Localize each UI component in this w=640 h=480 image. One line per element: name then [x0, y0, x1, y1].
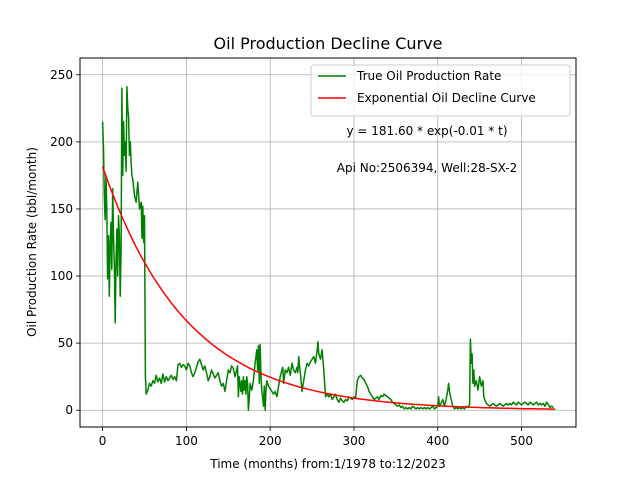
series-line-exponential-oil-decline-curve: [101, 166, 556, 410]
x-tick-label: 200: [259, 434, 282, 448]
x-tick-label: 0: [99, 434, 107, 448]
y-tick-label: 0: [65, 403, 73, 417]
equation-annotation: y = 181.60 * exp(-0.01 * t): [346, 124, 507, 138]
y-tick-label: 200: [50, 135, 73, 149]
y-tick-label: 100: [50, 269, 73, 283]
x-axis-ticks: 0 100 200 300 400 500: [99, 427, 533, 448]
plot-series: [101, 86, 556, 411]
x-axis-label: Time (months) from:1/1978 to:12/2023: [209, 457, 446, 471]
y-tick-label: 250: [50, 68, 73, 82]
y-axis-label: Oil Production Rate (bbl/month): [25, 147, 39, 337]
x-tick-label: 400: [426, 434, 449, 448]
series-line-true-oil-production-rate: [101, 86, 554, 411]
legend-label-true-rate: True Oil Production Rate: [356, 69, 501, 83]
grid-lines: [80, 58, 576, 427]
legend: True Oil Production Rate Exponential Oil…: [310, 64, 571, 117]
x-tick-label: 300: [343, 434, 366, 448]
x-tick-label: 500: [510, 434, 533, 448]
x-tick-label: 100: [175, 434, 198, 448]
y-tick-label: 50: [58, 336, 73, 350]
well-annotation: Api No:2506394, Well:28-SX-2: [337, 161, 517, 175]
legend-label-exponential-curve: Exponential Oil Decline Curve: [357, 91, 536, 105]
chart-title: Oil Production Decline Curve: [214, 34, 443, 53]
y-axis-ticks: 0 50 100 150 200 250: [50, 68, 80, 417]
legend-box: [310, 64, 571, 117]
y-tick-label: 150: [50, 202, 73, 216]
plot-frame: [79, 57, 577, 428]
